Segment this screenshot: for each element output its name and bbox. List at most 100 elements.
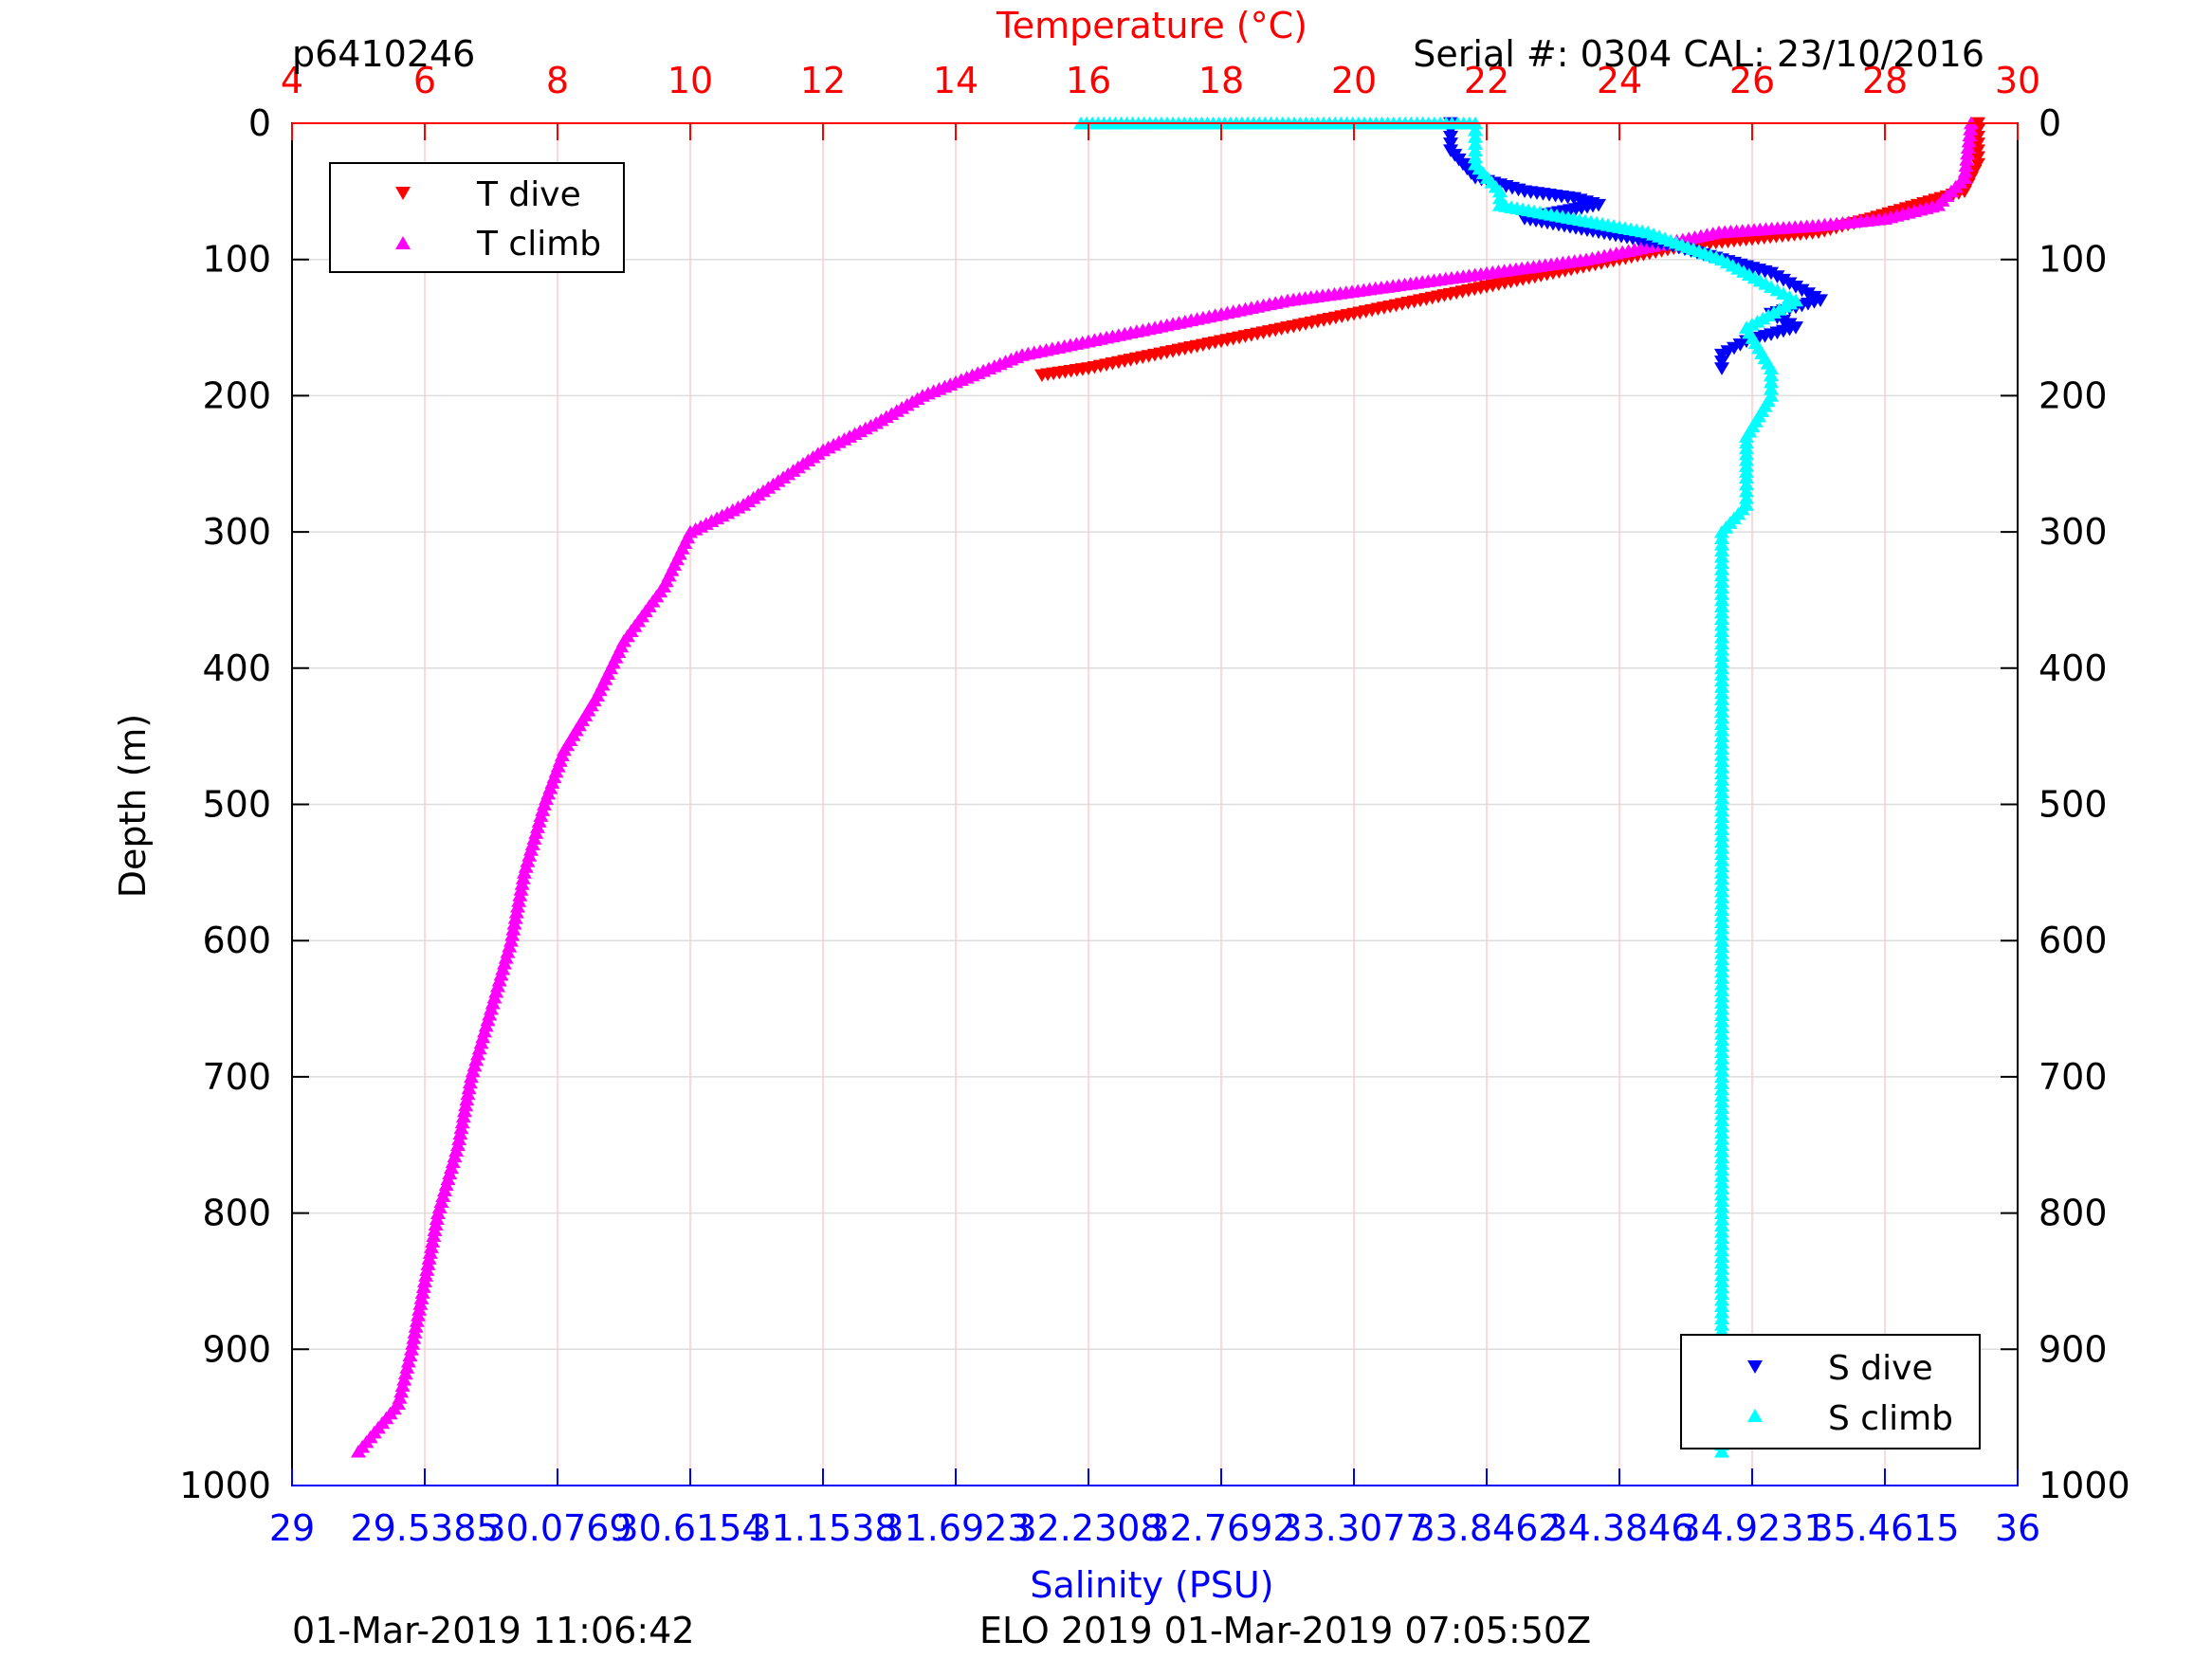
s-dive-point bbox=[1732, 338, 1748, 352]
t-climb-point bbox=[421, 1251, 437, 1265]
temperature-tick-label: 6 bbox=[413, 60, 436, 101]
t-climb-point bbox=[430, 1206, 446, 1219]
s-climb-point bbox=[1764, 374, 1779, 389]
salinity-tick-label: 30.6154 bbox=[615, 1507, 764, 1549]
t-dive-point bbox=[1970, 151, 1985, 165]
t-climb-point bbox=[411, 1303, 428, 1316]
t-climb-point bbox=[510, 900, 525, 913]
t-climb-point bbox=[454, 1115, 470, 1129]
salinity-tick-label: 32.7692 bbox=[1146, 1507, 1295, 1549]
s-climb-point bbox=[1492, 191, 1508, 205]
depth-axis-label: Depth (m) bbox=[112, 714, 154, 899]
temperature-tick-label: 22 bbox=[1464, 60, 1509, 101]
s-climb-point bbox=[1739, 470, 1754, 484]
t-climb-point bbox=[407, 1325, 423, 1339]
temperature-tick-label: 12 bbox=[800, 60, 846, 101]
s-climb-point bbox=[1739, 483, 1754, 498]
depth-tick-label-left: 100 bbox=[202, 239, 271, 281]
legend-s-dive-label: S dive bbox=[1828, 1349, 1933, 1388]
t-climb-point bbox=[404, 1342, 419, 1356]
salinity-tick-label: 33.3077 bbox=[1279, 1507, 1428, 1549]
s-dive-point bbox=[1782, 277, 1798, 291]
t-climb-point bbox=[507, 911, 523, 924]
temperature-tick-label: 10 bbox=[667, 60, 713, 101]
temperature-legend: T dive T climb bbox=[329, 162, 625, 273]
t-climb-point bbox=[402, 1348, 418, 1362]
t-climb-point bbox=[394, 1378, 411, 1393]
t-dive-marker-icon bbox=[395, 187, 411, 200]
t-climb-point bbox=[455, 1109, 471, 1123]
depth-tick-label-left: 200 bbox=[202, 374, 271, 416]
depth-tick-label-right: 500 bbox=[2038, 784, 2108, 826]
s-climb-point bbox=[1764, 382, 1779, 395]
depth-tick-label-right: 800 bbox=[2038, 1193, 2108, 1234]
t-climb-point bbox=[1963, 122, 1979, 136]
t-climb-point bbox=[427, 1223, 443, 1236]
depth-tick-label-left: 400 bbox=[202, 647, 271, 689]
s-dive-point bbox=[1788, 281, 1803, 294]
salinity-tick-label: 30.0769 bbox=[483, 1507, 631, 1549]
t-climb-point bbox=[459, 1092, 475, 1106]
s-dive-point bbox=[1714, 362, 1729, 375]
t-climb-point bbox=[405, 1337, 421, 1350]
t-climb-point bbox=[1959, 153, 1975, 166]
t-climb-point bbox=[517, 866, 532, 879]
salinity-axis-label: Salinity (PSU) bbox=[1030, 1564, 1273, 1606]
t-climb-point bbox=[511, 894, 527, 907]
footer-mission: ELO 2019 01-Mar-2019 07:05:50Z bbox=[979, 1610, 1591, 1651]
t-climb-point bbox=[412, 1297, 429, 1310]
t-climb-point bbox=[515, 871, 531, 884]
t-climb-point bbox=[1960, 140, 1976, 154]
s-dive-point bbox=[1714, 348, 1729, 362]
depth-tick-label-left: 500 bbox=[202, 784, 271, 826]
t-climb-point bbox=[458, 1098, 474, 1112]
s-dive-point bbox=[1764, 266, 1779, 281]
s-dive-point bbox=[1801, 287, 1816, 301]
t-climb-point bbox=[508, 905, 524, 919]
s-climb-point bbox=[1468, 122, 1483, 137]
s-climb-point bbox=[1468, 143, 1483, 157]
salinity-tick-label: 34.3846 bbox=[1545, 1507, 1693, 1549]
t-climb-marker-icon bbox=[395, 236, 411, 249]
t-climb-point bbox=[419, 1263, 435, 1276]
s-climb-point bbox=[1714, 1444, 1729, 1458]
t-climb-point bbox=[452, 1126, 468, 1140]
t-dive-point bbox=[1970, 157, 1985, 172]
t-climb-point bbox=[1958, 158, 1974, 173]
temperature-tick-label: 26 bbox=[1729, 60, 1775, 101]
legend-t-dive-label: T dive bbox=[476, 175, 581, 214]
salinity-tick-label: 34.9231 bbox=[1677, 1507, 1826, 1549]
grid bbox=[292, 123, 2018, 1486]
salinity-tick-label: 29.5385 bbox=[350, 1507, 499, 1549]
t-climb-point bbox=[399, 1360, 415, 1374]
t-climb-point bbox=[1961, 134, 1977, 148]
s-dive-point bbox=[1794, 283, 1810, 298]
depth-tick-label-right: 200 bbox=[2038, 374, 2108, 416]
temperature-axis-label: Temperature (°C) bbox=[996, 5, 1307, 46]
depth-tick-label-right: 100 bbox=[2038, 239, 2108, 281]
s-dive-point bbox=[1443, 130, 1458, 144]
depth-tick-label-left: 800 bbox=[202, 1193, 271, 1234]
t-climb-point bbox=[426, 1229, 442, 1242]
s-climb-marker-icon bbox=[1747, 1409, 1763, 1422]
t-climb-point bbox=[414, 1285, 430, 1299]
s-climb-point bbox=[1739, 490, 1754, 504]
s-climb-point bbox=[1764, 361, 1779, 375]
depth-tick-label-left: 600 bbox=[202, 920, 271, 961]
t-climb-point bbox=[397, 1366, 413, 1380]
temperature-tick-label: 30 bbox=[1995, 60, 2040, 101]
t-climb-point bbox=[451, 1132, 467, 1146]
t-climb-point bbox=[400, 1354, 416, 1368]
t-dive-point bbox=[1970, 144, 1985, 157]
temperature-tick-label: 8 bbox=[546, 60, 569, 101]
footer-timestamp: 01-Mar-2019 11:06:42 bbox=[292, 1610, 695, 1651]
axes: 0 0 100 100 200 200 300 300 400 400 500 500 600 600 70… bbox=[179, 60, 2130, 1549]
depth-tick-label-right: 300 bbox=[2038, 511, 2108, 553]
depth-tick-label-left: 300 bbox=[202, 511, 271, 553]
data-series bbox=[351, 116, 1985, 1458]
salinity-tick-label: 36 bbox=[1995, 1507, 2040, 1549]
serial-calibration: Serial #: 0304 CAL: 23/10/2016 bbox=[1413, 33, 1984, 75]
t-climb-point bbox=[415, 1280, 431, 1293]
depth-tick-label-right: 600 bbox=[2038, 920, 2108, 961]
